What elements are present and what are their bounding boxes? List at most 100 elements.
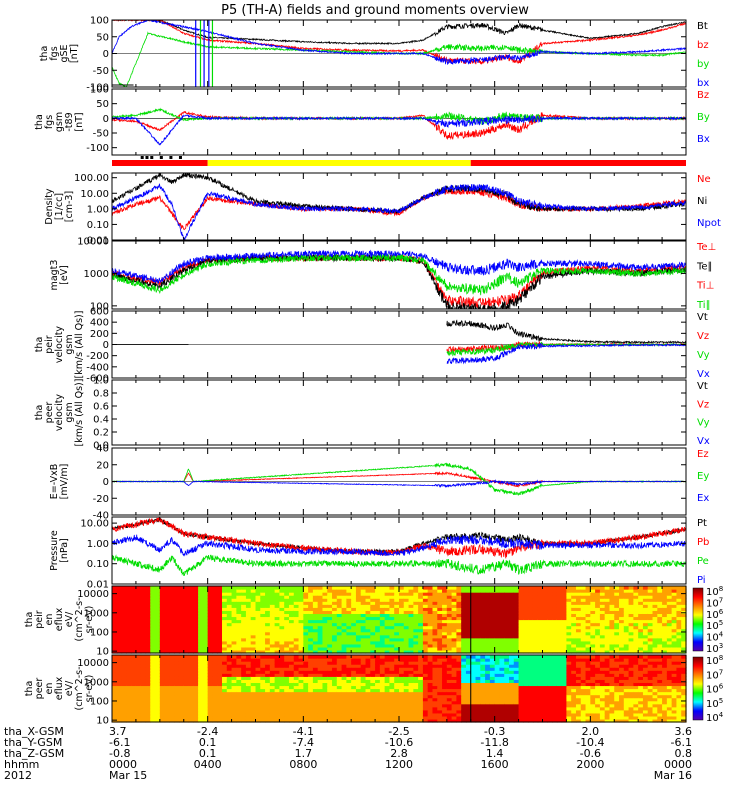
spectro-cell: [633, 595, 639, 599]
spectro-cell: [231, 622, 237, 627]
spectro-cell: [135, 655, 142, 659]
spectro-cell: [652, 586, 658, 590]
spectro-cell: [494, 589, 501, 593]
ytick-label-fgs-2: 0: [103, 49, 109, 60]
spectro-cell: [451, 712, 457, 717]
spectro-cell: [413, 685, 419, 690]
spectro-cell: [485, 631, 491, 636]
spectro-cell: [284, 685, 290, 690]
spectro-cell: [202, 640, 209, 645]
ylabel-vpeir-4: [km/s (All Qs)]: [74, 311, 85, 379]
spectro-cell: [126, 619, 132, 624]
spectro-cell: [207, 688, 214, 693]
spectro-cell: [293, 709, 300, 714]
spectro-cell: [365, 595, 371, 599]
spectro-cell: [403, 610, 410, 615]
spectro-cell: [566, 625, 572, 630]
spectro-cell: [327, 640, 333, 645]
spectro-cell: [164, 586, 170, 590]
spectro-cell: [375, 634, 381, 639]
spectro-cell: [537, 643, 544, 648]
spectro-cell: [542, 634, 548, 639]
spectro-cell: [159, 685, 166, 690]
spectro-cell: [442, 688, 448, 693]
spectro-cell: [408, 688, 414, 693]
spectro-cell: [188, 685, 194, 690]
spectro-cell: [236, 643, 242, 648]
spectro-cell: [365, 607, 371, 611]
spectro-cell: [174, 679, 180, 684]
spectro-cell: [183, 589, 190, 593]
spectro-cell: [293, 604, 300, 608]
spectro-cell: [327, 682, 333, 687]
spectro-cell: [504, 592, 510, 596]
spectro-cell: [303, 607, 309, 611]
spectro-cell: [365, 664, 371, 668]
spectro-cell: [609, 589, 615, 593]
spectro-cell: [379, 697, 386, 702]
spectro-cell: [370, 718, 376, 723]
spectro-cell: [245, 607, 252, 611]
spectro-cell: [537, 613, 544, 618]
spectro-cell: [647, 613, 654, 618]
spectro-cell: [595, 607, 601, 611]
spectro-cell: [556, 646, 563, 651]
spectro-cell: [169, 598, 175, 602]
spectro-cell: [226, 601, 233, 605]
spectro-cell: [241, 715, 247, 720]
spectro-cell: [260, 679, 266, 684]
spectro-cell: [327, 649, 333, 654]
spectro-cell: [451, 592, 457, 596]
panel-fgs: [111, 19, 687, 88]
spectro-cell: [298, 685, 304, 690]
spectro-cell: [164, 667, 170, 671]
spectro-cell: [657, 649, 663, 654]
spectro-cell: [174, 676, 180, 680]
spectro-cell: [178, 586, 185, 590]
spectro-cell: [260, 631, 266, 636]
spectro-cell: [432, 634, 438, 639]
spectro-cell: [269, 598, 276, 602]
spectro-cell: [126, 610, 132, 615]
spectro-cell: [427, 709, 434, 714]
spectro-cell: [202, 598, 209, 602]
spectro-cell: [131, 589, 137, 593]
spectro-cell: [255, 685, 261, 690]
spectro-cell: [293, 598, 300, 602]
spectro-cell: [126, 715, 132, 720]
spectro-cell: [518, 640, 524, 645]
spectro-cell: [126, 649, 132, 654]
spectro-cell: [250, 589, 257, 593]
spectro-cell: [312, 673, 319, 677]
spectro-cell: [657, 643, 663, 648]
spectro-cell: [265, 607, 271, 611]
spectro-cell: [303, 661, 309, 665]
spectro-cell: [542, 643, 548, 648]
spectro-cell: [150, 613, 156, 618]
spectro-cell: [279, 595, 285, 599]
spectro-cell: [504, 628, 510, 633]
spectro-cell: [346, 595, 352, 599]
spectro-cell: [303, 673, 309, 677]
spectro-cell: [403, 598, 410, 602]
spectro-cell: [504, 607, 510, 611]
spectro-cell: [303, 670, 309, 674]
spectro-cell: [365, 661, 371, 665]
spectro-cell: [413, 697, 419, 702]
spectro-cell: [303, 715, 309, 720]
spectro-cell: [126, 613, 132, 618]
spectro-cell: [422, 607, 429, 611]
spectro-cell: [241, 649, 247, 654]
spectro-cell: [370, 640, 376, 645]
spectro-cell: [399, 709, 405, 714]
spectro-cell: [336, 622, 343, 627]
spectro-cell: [255, 601, 261, 605]
spectro-cell: [413, 631, 419, 636]
spectro-cell: [509, 616, 515, 621]
spectro-cell: [523, 589, 529, 593]
spectro-cell: [422, 697, 429, 702]
spectro-cell: [671, 619, 678, 624]
spectro-cell: [427, 715, 434, 720]
spectro-cell: [370, 589, 376, 593]
spectro-cell: [552, 649, 558, 654]
